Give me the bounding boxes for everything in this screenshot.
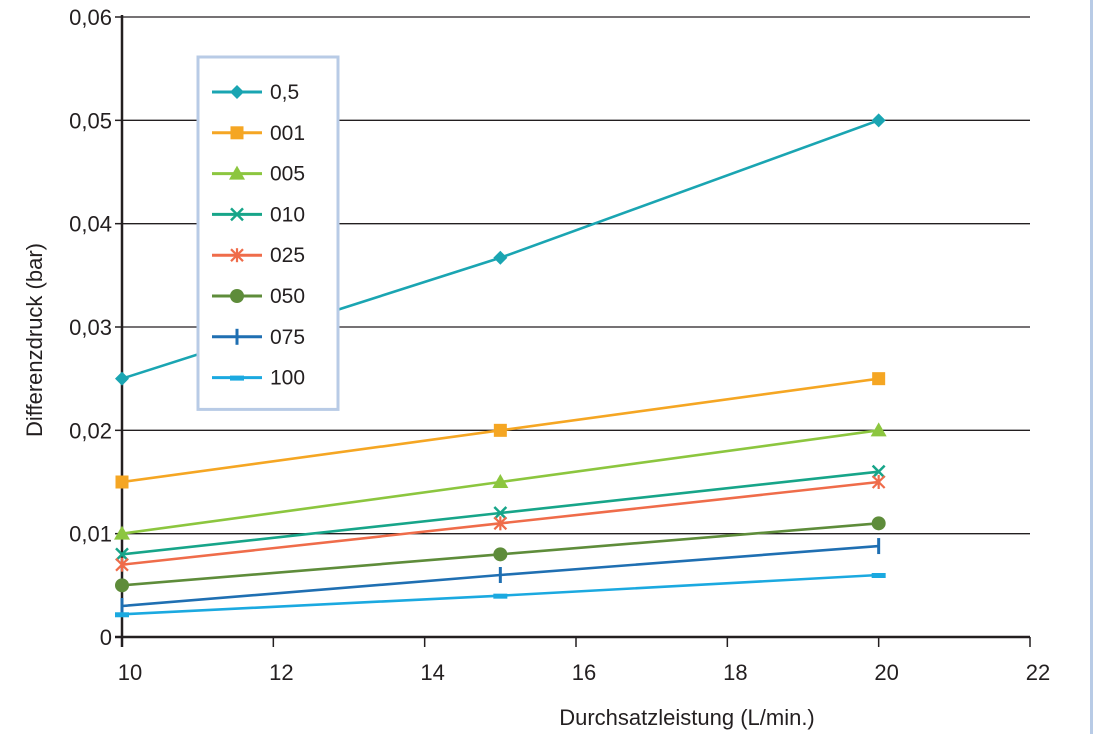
legend-label: 0,5 xyxy=(270,81,299,104)
data-point xyxy=(493,547,508,562)
data-point xyxy=(114,525,130,540)
data-point xyxy=(871,464,886,479)
data-point xyxy=(230,207,244,222)
y-tick-label: 0,03 xyxy=(69,315,112,340)
legend-item: 100 xyxy=(212,367,305,390)
y-axis-label: Differenzdruck (bar) xyxy=(22,243,47,437)
legend: 0,5 001 005 010 025 050 075 100 xyxy=(196,55,340,411)
y-tick-label: 0,05 xyxy=(69,108,112,133)
legend-label: 100 xyxy=(270,367,305,390)
series-lines xyxy=(114,113,887,618)
data-point xyxy=(493,423,507,437)
x-tick-label: 16 xyxy=(572,660,596,685)
data-point xyxy=(493,250,508,265)
legend-item: 010 xyxy=(212,203,305,226)
x-tick-label: 12 xyxy=(269,660,293,685)
data-point xyxy=(115,371,129,386)
legend-item: 075 xyxy=(212,326,305,349)
legend-item: 050 xyxy=(212,285,305,308)
series-001 xyxy=(115,372,886,489)
data-point xyxy=(115,578,129,593)
data-point xyxy=(230,248,244,263)
y-tick-label: 0,04 xyxy=(69,212,112,237)
data-point xyxy=(871,573,886,578)
series-010 xyxy=(115,464,886,562)
data-point xyxy=(230,289,244,303)
data-point xyxy=(230,375,244,381)
x-tick-label: 22 xyxy=(1026,660,1050,685)
data-point xyxy=(871,475,886,489)
page-edge-rule xyxy=(1090,0,1093,734)
data-point xyxy=(871,113,886,128)
y-tick-label: 0,01 xyxy=(69,522,112,547)
series-100 xyxy=(115,573,886,618)
legend-item: 001 xyxy=(212,122,305,145)
marker-stroke xyxy=(871,464,886,479)
marker-stroke xyxy=(115,547,129,562)
data-point xyxy=(115,475,129,489)
series-075 xyxy=(120,538,881,614)
y-tick-label: 0,02 xyxy=(69,418,112,443)
marker-stroke xyxy=(493,506,508,520)
x-tick-label: 14 xyxy=(420,660,444,685)
x-axis-label: Durchsatzleistung (L/min.) xyxy=(559,705,815,730)
legend-label: 005 xyxy=(270,163,305,186)
x-tick-label: 10 xyxy=(118,660,142,685)
legend-item: 005 xyxy=(212,163,305,186)
data-point xyxy=(493,516,508,531)
legend-item: 0,5 xyxy=(212,81,299,104)
legend-label: 050 xyxy=(270,285,305,308)
y-axis-ticks: 0 0,01 0,02 0,03 0,04 0,05 0,06 xyxy=(69,5,122,650)
data-point xyxy=(115,547,129,562)
legend-label: 001 xyxy=(270,122,305,145)
data-point xyxy=(492,474,509,488)
y-tick-label: 0,06 xyxy=(69,5,112,30)
series-005 xyxy=(114,422,887,540)
marker-stroke xyxy=(230,207,244,222)
data-point xyxy=(230,85,244,99)
data-point xyxy=(230,126,244,140)
series-025 xyxy=(115,475,886,572)
x-tick-label: 18 xyxy=(723,660,747,685)
data-point xyxy=(115,612,129,618)
x-tick-label: 20 xyxy=(874,660,898,685)
data-point xyxy=(229,165,245,180)
legend-label: 010 xyxy=(270,203,305,226)
data-point xyxy=(871,516,886,531)
y-tick-label: 0 xyxy=(100,625,112,650)
data-point xyxy=(493,506,508,520)
data-point xyxy=(870,422,887,437)
legend-item: 025 xyxy=(212,244,305,267)
data-point xyxy=(115,557,129,572)
legend-box xyxy=(196,55,340,411)
legend-label: 075 xyxy=(270,326,305,349)
x-axis-ticks: 10 12 14 16 18 20 22 xyxy=(118,637,1050,685)
data-point xyxy=(872,372,886,386)
series-050 xyxy=(115,516,886,593)
data-point xyxy=(493,593,508,599)
legend-label: 025 xyxy=(270,244,305,267)
